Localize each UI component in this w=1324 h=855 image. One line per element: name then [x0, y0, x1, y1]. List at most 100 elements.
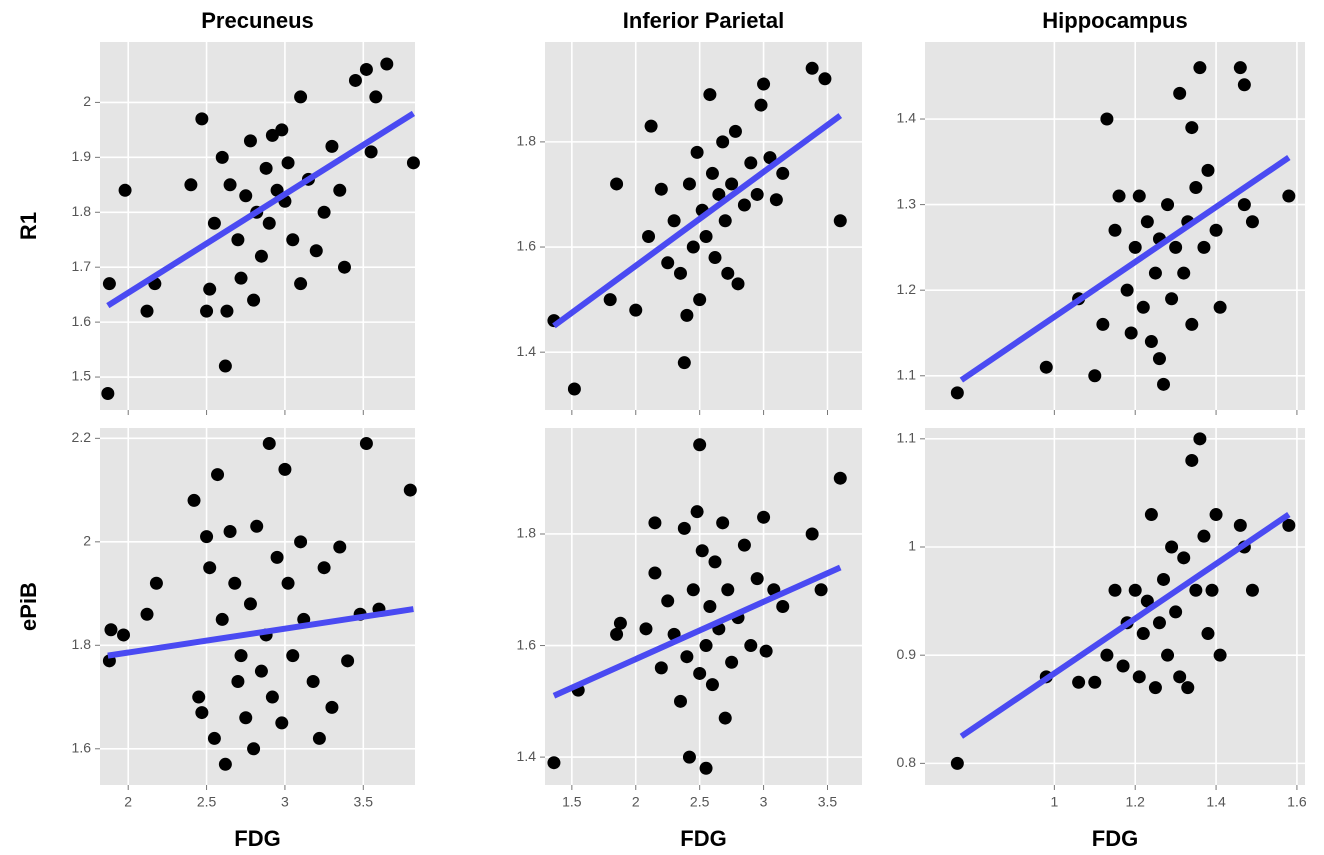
point — [200, 304, 214, 318]
point — [243, 597, 257, 611]
point — [286, 233, 300, 247]
point — [667, 214, 681, 228]
y-tick-label: 1 — [908, 538, 916, 554]
point — [1100, 648, 1114, 662]
point — [776, 600, 790, 613]
point — [613, 616, 627, 630]
point — [1157, 572, 1171, 586]
point — [750, 187, 764, 201]
point — [677, 356, 691, 370]
y-tick-label: 2.2 — [72, 429, 92, 445]
point — [818, 72, 832, 86]
point — [1165, 292, 1179, 306]
point — [262, 437, 276, 451]
y-tick-label: 0.9 — [897, 646, 917, 662]
point — [265, 128, 279, 142]
point — [1148, 266, 1162, 280]
point — [1201, 627, 1215, 641]
x-axis-label: FDG — [234, 826, 280, 851]
point — [1124, 326, 1138, 340]
x-tick-label: 1.4 — [1206, 794, 1226, 810]
point — [203, 561, 217, 575]
point — [703, 88, 717, 102]
point — [187, 493, 201, 507]
point — [306, 675, 320, 689]
point — [1201, 163, 1215, 177]
y-tick-label: 1.8 — [517, 525, 537, 541]
fit-line — [107, 606, 414, 659]
point — [1282, 518, 1296, 532]
point — [207, 731, 221, 745]
point — [1181, 681, 1195, 695]
point — [731, 277, 745, 291]
point — [117, 628, 131, 642]
point — [239, 189, 253, 203]
point — [192, 690, 206, 704]
y-tick-label: 1.8 — [517, 133, 537, 149]
y-tick-label: 1.1 — [897, 430, 917, 446]
x-tick-label: 3.5 — [818, 794, 838, 810]
point — [763, 151, 777, 165]
point — [231, 675, 245, 689]
point — [1148, 681, 1162, 695]
point — [1213, 648, 1227, 662]
point — [118, 183, 132, 197]
point — [1169, 240, 1183, 254]
point — [218, 757, 232, 771]
point — [140, 304, 154, 318]
point — [648, 566, 662, 580]
point — [281, 156, 295, 170]
point — [1136, 627, 1150, 641]
point — [642, 230, 656, 244]
point — [1197, 529, 1211, 543]
point — [1177, 266, 1191, 280]
point — [312, 731, 326, 745]
point — [149, 576, 163, 590]
point — [1144, 335, 1158, 349]
point — [644, 119, 658, 133]
point — [234, 649, 248, 663]
point — [750, 572, 764, 586]
point — [1173, 86, 1187, 100]
point — [814, 583, 828, 597]
y-tick-label: 1.2 — [897, 281, 917, 297]
point — [1140, 594, 1154, 608]
x-tick-label: 1.6 — [1287, 794, 1307, 810]
point — [1088, 369, 1102, 383]
point — [708, 251, 722, 265]
point — [718, 214, 732, 228]
point — [708, 555, 722, 569]
point — [690, 505, 704, 519]
y-tick-label: 1.5 — [72, 368, 92, 384]
point — [769, 193, 783, 207]
point — [654, 182, 668, 196]
point — [648, 516, 662, 530]
y-tick-label: 1.6 — [72, 739, 92, 755]
point — [403, 483, 417, 497]
point — [231, 233, 245, 247]
point — [1112, 189, 1126, 203]
fit-line — [959, 512, 1291, 739]
fit-line — [959, 155, 1291, 383]
y-tick-label: 1.6 — [72, 313, 92, 329]
point — [1140, 215, 1154, 229]
y-tick-label: 0.8 — [897, 754, 917, 770]
point — [1116, 659, 1130, 673]
point — [1120, 283, 1134, 297]
point — [341, 654, 355, 668]
point — [1128, 240, 1142, 254]
point — [1237, 198, 1251, 212]
point — [661, 256, 675, 270]
y-tick-label: 1.4 — [517, 748, 537, 764]
point — [254, 664, 268, 678]
point — [757, 77, 771, 91]
point — [223, 524, 237, 538]
point — [1197, 240, 1211, 254]
point — [254, 249, 268, 263]
point — [686, 240, 700, 254]
point — [211, 468, 225, 482]
x-tick-label: 1.5 — [562, 794, 582, 810]
point — [703, 600, 717, 613]
point — [1185, 453, 1199, 467]
point — [1185, 317, 1199, 331]
